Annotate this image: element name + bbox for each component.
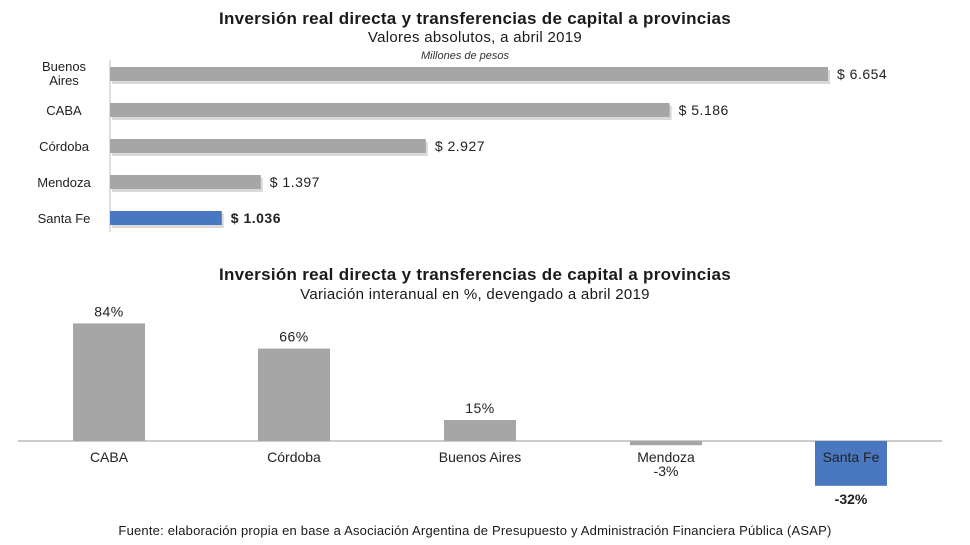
chart1-category-label-cordoba: Córdoba — [39, 139, 90, 154]
source-note: Fuente: elaboración propia en base a Aso… — [118, 523, 832, 538]
chart1-data-label-cordoba: $ 2.927 — [435, 138, 485, 154]
chart1-subtitle: Valores absolutos, a abril 2019 — [367, 29, 583, 46]
chart1-data-label-buenos-aires: $ 6.654 — [837, 66, 887, 82]
chart1-data-label-caba: $ 5.186 — [679, 102, 729, 118]
chart2-category-label-caba: CABA — [90, 449, 129, 465]
chart2-data-label-cordoba: 66% — [279, 329, 309, 345]
chart2-category-label-cordoba: Córdoba — [267, 449, 321, 465]
chart2-bar-cordoba — [258, 348, 330, 441]
chart2-bar-mendoza — [630, 441, 702, 446]
chart2-data-label-caba: 84% — [94, 303, 124, 319]
chart2-subtitle: Variación interanual en %, devengado a a… — [300, 286, 650, 303]
chart2-bar-caba — [73, 323, 145, 441]
chart1-bar-mendoza — [110, 175, 261, 189]
chart2-data-label-mendoza: -3% — [654, 463, 679, 479]
chart1-bar-caba — [110, 103, 670, 117]
chart2-category-label-mendoza: Mendoza — [637, 449, 695, 465]
chart1-title: Inversión real directa y transferencias … — [218, 9, 732, 28]
chart1-data-label-mendoza: $ 1.397 — [270, 174, 320, 190]
chart1-category-label-buenos-aires: Buenos Aires — [42, 59, 87, 88]
chart2-data-label-santa-fe: -32% — [835, 491, 868, 507]
chart1-category-label-santa-fe: Santa Fe — [38, 211, 91, 226]
chart1-bar-cordoba — [110, 139, 426, 153]
chart2-category-label-santa-fe: Santa Fe — [823, 449, 880, 465]
chart2-bar-santa-fe — [815, 441, 887, 486]
chart1-bar-santa-fe — [110, 211, 222, 225]
chart2-category-label-buenos-aires: Buenos Aires — [439, 449, 522, 465]
chart1-category-label-caba: CABA — [46, 103, 82, 118]
chart2-title: Inversión real directa y transferencias … — [218, 265, 732, 284]
chart1-data-label-santa-fe: $ 1.036 — [231, 210, 281, 226]
chart2-data-label-buenos-aires: 15% — [465, 400, 495, 416]
chart2-bar-buenos-aires — [444, 420, 516, 441]
chart1-unit-label: Millones de pesos — [420, 50, 510, 62]
chart1-bar-buenos-aires — [110, 67, 828, 81]
chart1-category-label-mendoza: Mendoza — [37, 175, 91, 190]
